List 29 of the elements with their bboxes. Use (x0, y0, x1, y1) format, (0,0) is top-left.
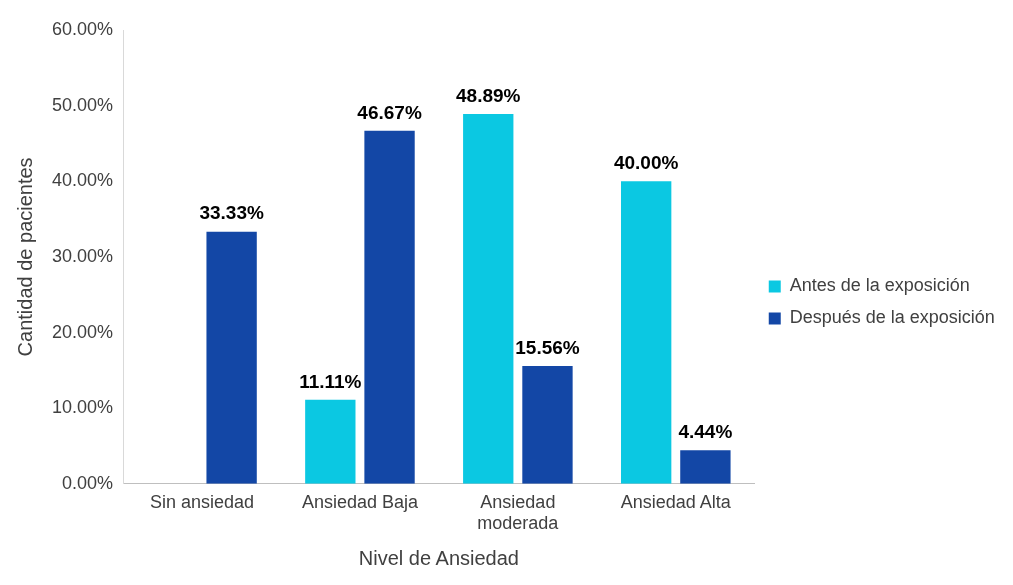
y-tick-label: 40.00% (51, 170, 114, 191)
data-label: 4.44% (678, 420, 733, 442)
bar (680, 450, 731, 484)
bar (206, 231, 257, 484)
legend-label: Antes de la exposición (789, 275, 970, 296)
legend-label: Después de la exposición (789, 307, 995, 328)
x-axis-title: Nivel de Ansiedad (358, 546, 519, 569)
y-tick-label: 10.00% (51, 397, 114, 418)
data-label: 46.67% (357, 101, 422, 123)
y-tick-label: 60.00% (51, 18, 114, 39)
bar (305, 399, 356, 484)
y-tick-label: 0.00% (62, 472, 114, 493)
x-tick-label: Ansiedad Baja (301, 491, 419, 512)
data-label: 11.11% (299, 370, 362, 392)
bar (364, 130, 415, 484)
y-tick-label: 50.00% (51, 94, 114, 115)
y-tick-label: 30.00% (51, 245, 114, 266)
y-tick-label: 20.00% (51, 321, 114, 342)
bar (463, 114, 514, 484)
data-label: 40.00% (613, 152, 679, 173)
bar (522, 366, 573, 484)
data-label: 48.89% (456, 84, 521, 106)
data-label: 15.56% (515, 336, 580, 358)
x-tick-label: Sin ansiedad (149, 491, 255, 512)
x-tick-label: Ansiedad moderada (477, 491, 560, 534)
bar (621, 181, 672, 484)
x-tick-label: Ansiedad Alta (620, 491, 732, 512)
data-label: 33.33% (199, 202, 264, 224)
y-axis-title: Cantidad de pacientes (13, 157, 36, 357)
